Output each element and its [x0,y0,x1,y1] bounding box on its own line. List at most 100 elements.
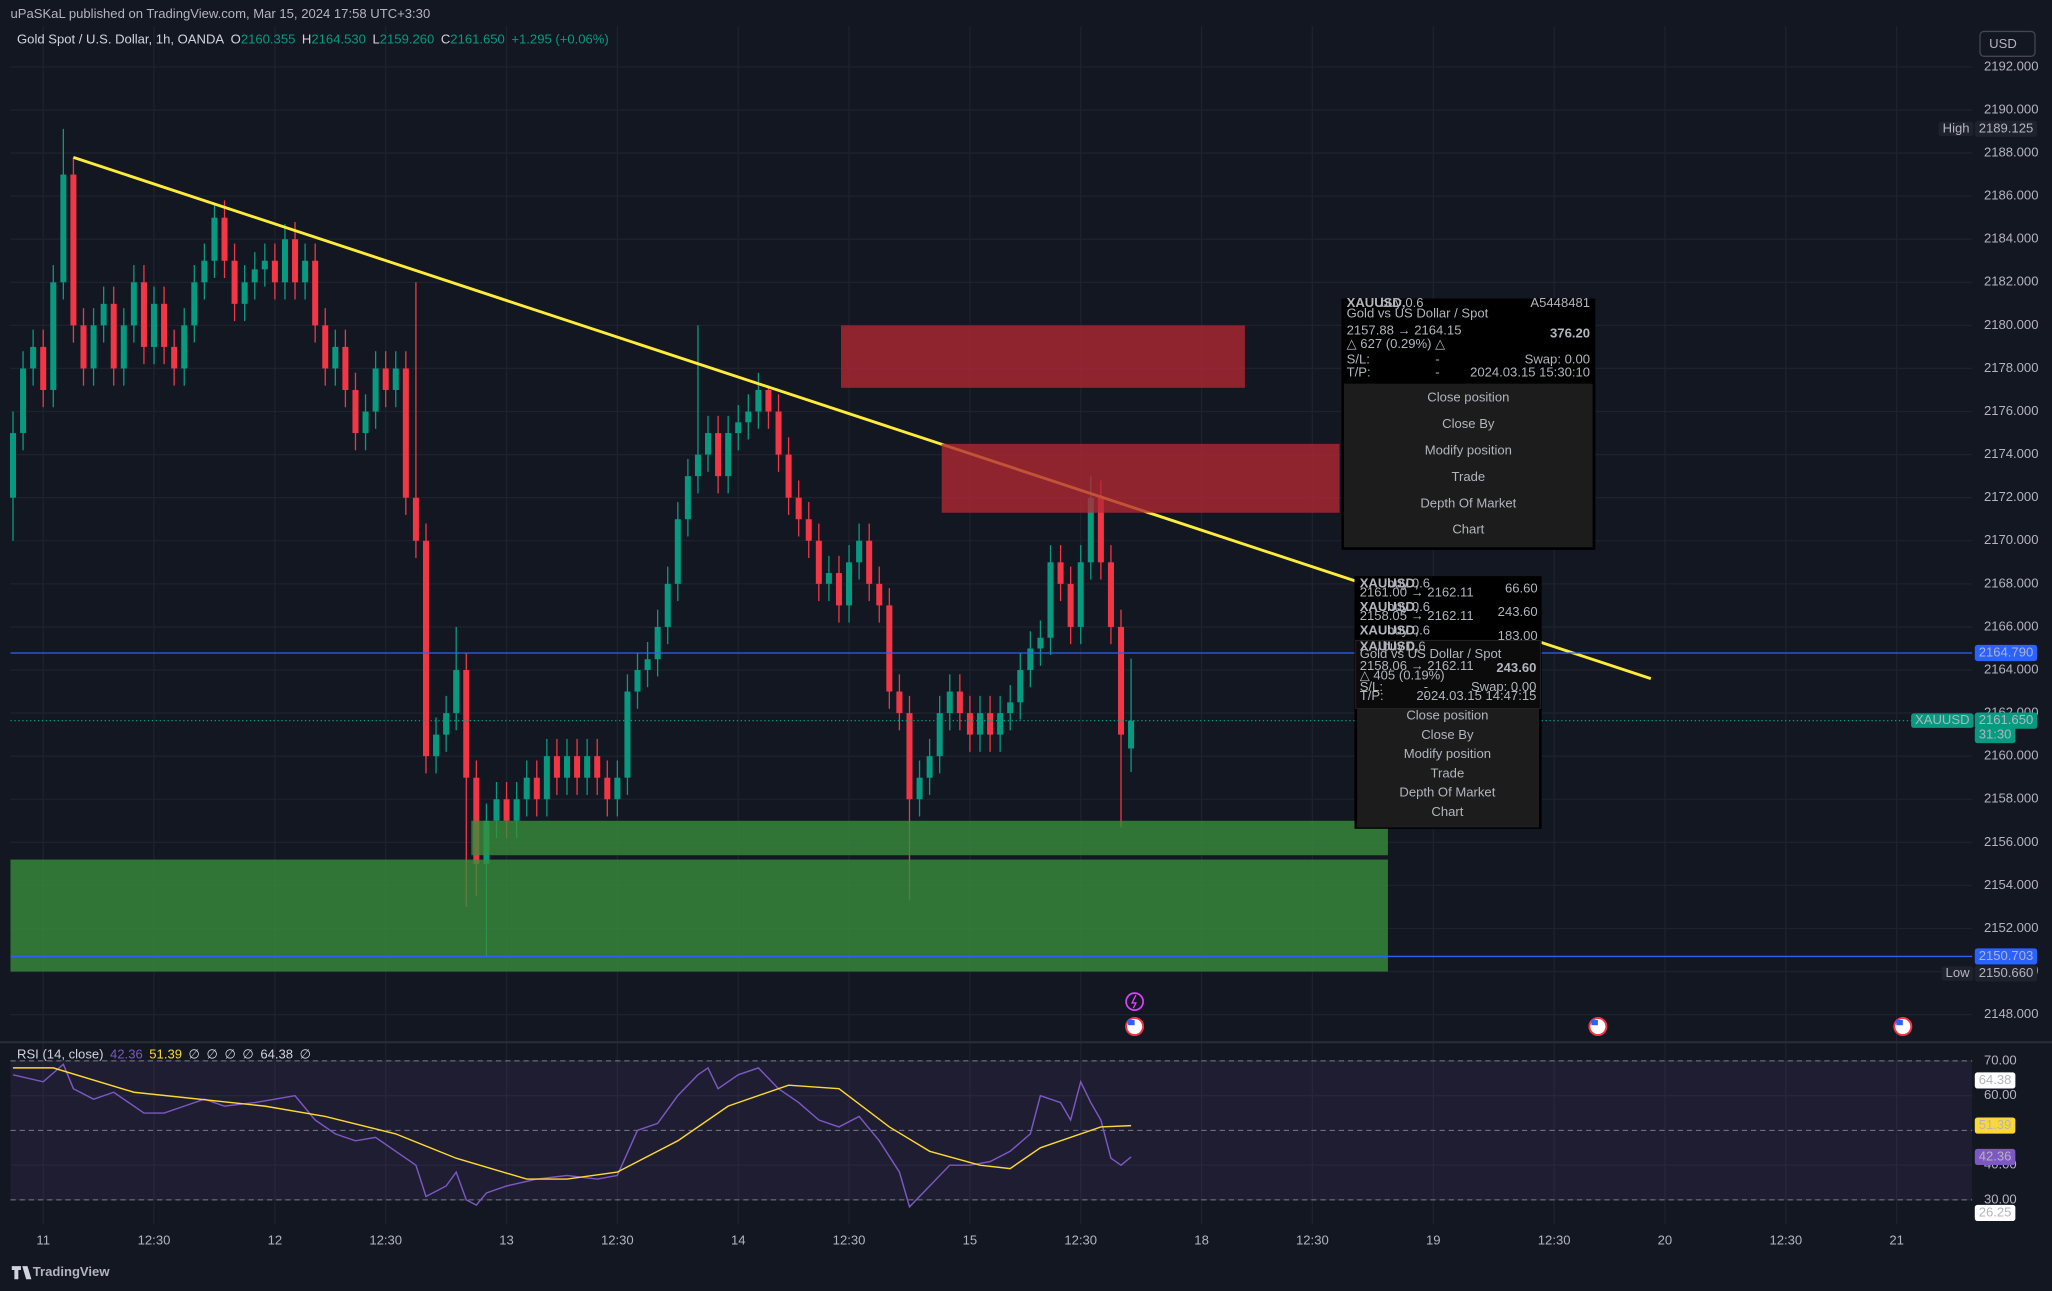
menu-item[interactable]: Chart [1431,804,1463,819]
legend-close-label: C [441,32,450,47]
axis-value-label: 64.38 [1979,1072,2012,1087]
ticket: A5448481 [1530,295,1590,310]
axis-value-label-box [1974,1148,2016,1166]
zone [941,443,1340,513]
y-tick-label: 2176.000 [1984,403,2039,418]
price-label-name: XAUUSD [1915,712,1970,727]
y-tick-label: 2192.000 [1984,58,2039,73]
candle-body [705,433,712,455]
price-label-box [1974,644,2038,662]
candle-body [594,756,601,778]
candle-body [50,282,57,390]
menu-item[interactable]: Close By [1421,727,1474,742]
time: 2024.03.15 15:30:10 [1470,365,1590,380]
x-tick-label: 11 [36,1233,50,1248]
candle-body [614,777,621,800]
rsi-legend-value: ∅ [207,1047,218,1062]
candle-body [453,670,460,714]
candle-body [171,346,178,369]
candle-body [443,713,450,735]
axis-value-label-box [1974,1117,2016,1134]
x-tick-label: 14 [731,1233,746,1248]
event-icons [1125,992,1913,1037]
menu-item[interactable]: Close position [1406,708,1488,723]
candle-body [775,411,782,455]
menu-item[interactable]: Trade [1451,469,1485,484]
price-label-box [1974,712,2038,729]
prices: 2158.05 → 2162.11 [1360,608,1474,623]
prices: 2157.88 → 2164.15 [1347,323,1462,338]
candle-body [433,734,440,757]
candle-body [1017,670,1024,703]
candle-body [644,659,651,671]
y-tick-label: 2168.000 [1984,575,2039,590]
candle-body [523,777,530,800]
candle-body [715,433,722,477]
candle-body [634,670,641,692]
menu-item[interactable]: Close By [1442,416,1495,431]
menu-item[interactable]: Depth Of Market [1420,495,1516,510]
candle-body [161,303,168,347]
event-icon[interactable] [1125,992,1144,1011]
sl: - [1435,352,1439,367]
y-tick-label: 2186.000 [1984,188,2039,203]
menu-item[interactable]: Close position [1427,389,1509,404]
candle-body [604,777,611,800]
price-label-name: Low [1946,965,1971,980]
price-label-name-box [1938,121,1974,137]
price-label-name-box [1941,966,1974,981]
candle-body [140,282,147,347]
main-legend: Gold Spot / U.S. Dollar, 1h, OANDA O2160.… [17,32,609,47]
menu-item[interactable]: Chart [1452,522,1484,537]
axis-value-label: 26.25 [1979,1204,2012,1219]
y-tick-label: 70.00 [1984,1052,2017,1067]
profit: 183.00 [1498,628,1538,643]
event-icon-glyph [1128,1019,1135,1026]
menu-item[interactable]: Modify position [1425,442,1512,457]
price-label: 2161.650 [1979,712,2034,727]
x-tick-label: 15 [963,1233,978,1248]
candle-body [755,389,762,412]
rsi-legend-value: 51.39 [149,1047,182,1062]
menu-item[interactable]: Trade [1431,765,1465,780]
side: buy 0.6 [1381,295,1424,310]
menu-item[interactable]: Modify position [1404,746,1491,761]
candle-body [271,260,278,283]
candle-body [412,497,419,541]
y-tick-label: 2180.000 [1984,317,2039,332]
axis-value-label-box [1974,1204,2016,1222]
candle-body [936,713,943,757]
candle-body [251,269,258,283]
y-tick-label: 2174.000 [1984,446,2039,461]
prices: 2161.00 → 2162.11 [1360,585,1474,600]
candle-body [221,217,228,261]
currency-button[interactable] [1979,30,2036,57]
candle-body [896,691,903,714]
brand-logo [11,1266,32,1280]
symbol: XAUUSD, [1360,599,1419,614]
publish-note: uPaSKaL published on TradingView.com, Ma… [10,6,430,21]
candle-body [966,713,973,735]
trade-menu [1344,383,1593,548]
legend-low: 2159.260 [380,32,435,47]
candle-body [382,368,389,390]
candle-body [684,476,691,520]
event-icon-glyph [1896,1019,1903,1026]
candle-body [110,303,117,369]
menu-item[interactable]: Depth Of Market [1399,785,1495,800]
x-tick-label: 12:30 [833,1233,866,1248]
candle-body [120,325,127,369]
legend-change: +1.295 (+0.06%) [511,32,608,47]
candle-body [815,540,822,584]
zone [10,859,1388,972]
candle-body [543,756,550,800]
candle-body [694,454,701,477]
candle-body [624,691,631,778]
candle-body [130,282,137,326]
candle-body [533,777,540,800]
candle-body [513,799,520,821]
candle-body [312,260,319,326]
